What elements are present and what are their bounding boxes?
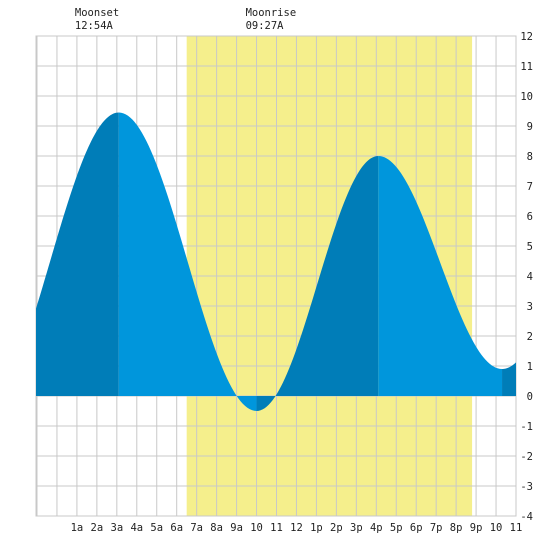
y-tick-label: 0: [527, 391, 533, 403]
x-tick-label: 4p: [370, 522, 383, 534]
moon-event-time: 12:54A: [75, 20, 114, 32]
x-tick-label: 7p: [430, 522, 443, 534]
y-tick-label: 5: [527, 241, 533, 253]
x-tick-label: 3p: [350, 522, 363, 534]
x-tick-label: 9a: [230, 522, 243, 534]
x-tick-label: 10: [250, 522, 263, 534]
x-tick-label: 8p: [450, 522, 463, 534]
x-tick-label: 5p: [390, 522, 403, 534]
x-tick-label: 8a: [210, 522, 223, 534]
x-tick-label: 11: [510, 522, 523, 534]
tide-rising-area: [256, 156, 379, 411]
x-tick-label: 12: [290, 522, 303, 534]
y-tick-label: 10: [520, 91, 533, 103]
tide-rising-area: [36, 112, 119, 396]
y-tick-label: 7: [527, 181, 533, 193]
x-tick-label: 10: [490, 522, 503, 534]
y-tick-label: -4: [520, 511, 533, 523]
x-tick-label: 11: [270, 522, 283, 534]
tide-falling-area: [118, 112, 257, 411]
x-tick-label: 4a: [130, 522, 143, 534]
y-tick-label: 2: [527, 331, 533, 343]
x-tick-labels: 1a 2a 3a 4a 5a 6a 7a 8a 9a 10 11 12 1p 2p 3p 4p 5p 6p 7p 8p…: [71, 522, 523, 534]
x-tick-label: 6p: [410, 522, 423, 534]
x-tick-label: 1p: [310, 522, 323, 534]
x-tick-label: 1a: [71, 522, 84, 534]
x-tick-label: 2a: [91, 522, 104, 534]
moon-event-time: 09:27A: [246, 20, 285, 32]
tide-rising-area: [502, 362, 516, 396]
y-tick-label: 4: [527, 271, 533, 283]
tide-area-layer: [36, 112, 516, 411]
y-tick-label: 11: [520, 61, 533, 73]
y-tick-label: 8: [527, 151, 533, 163]
y-tick-label: 12: [520, 31, 533, 43]
y-tick-label: 6: [527, 211, 533, 223]
moon-event-label: Moonrise: [246, 7, 297, 19]
grid-layer: [35, 35, 517, 517]
y-tick-label: 1: [527, 361, 533, 373]
x-tick-label: 5a: [150, 522, 163, 534]
x-tick-label: 2p: [330, 522, 343, 534]
y-tick-label: 9: [527, 121, 533, 133]
y-tick-label: -2: [520, 451, 533, 463]
y-tick-label: -1: [520, 421, 533, 433]
x-tick-label: 3a: [111, 522, 124, 534]
tide-falling-area: [378, 156, 503, 396]
y-tick-label: 3: [527, 301, 533, 313]
y-tick-label: -3: [520, 481, 533, 493]
moon-event-label: Moonset: [75, 7, 119, 19]
x-tick-label: 6a: [170, 522, 183, 534]
x-tick-label: 9p: [470, 522, 483, 534]
x-tick-label: 7a: [190, 522, 203, 534]
plot-border: [35, 35, 517, 517]
